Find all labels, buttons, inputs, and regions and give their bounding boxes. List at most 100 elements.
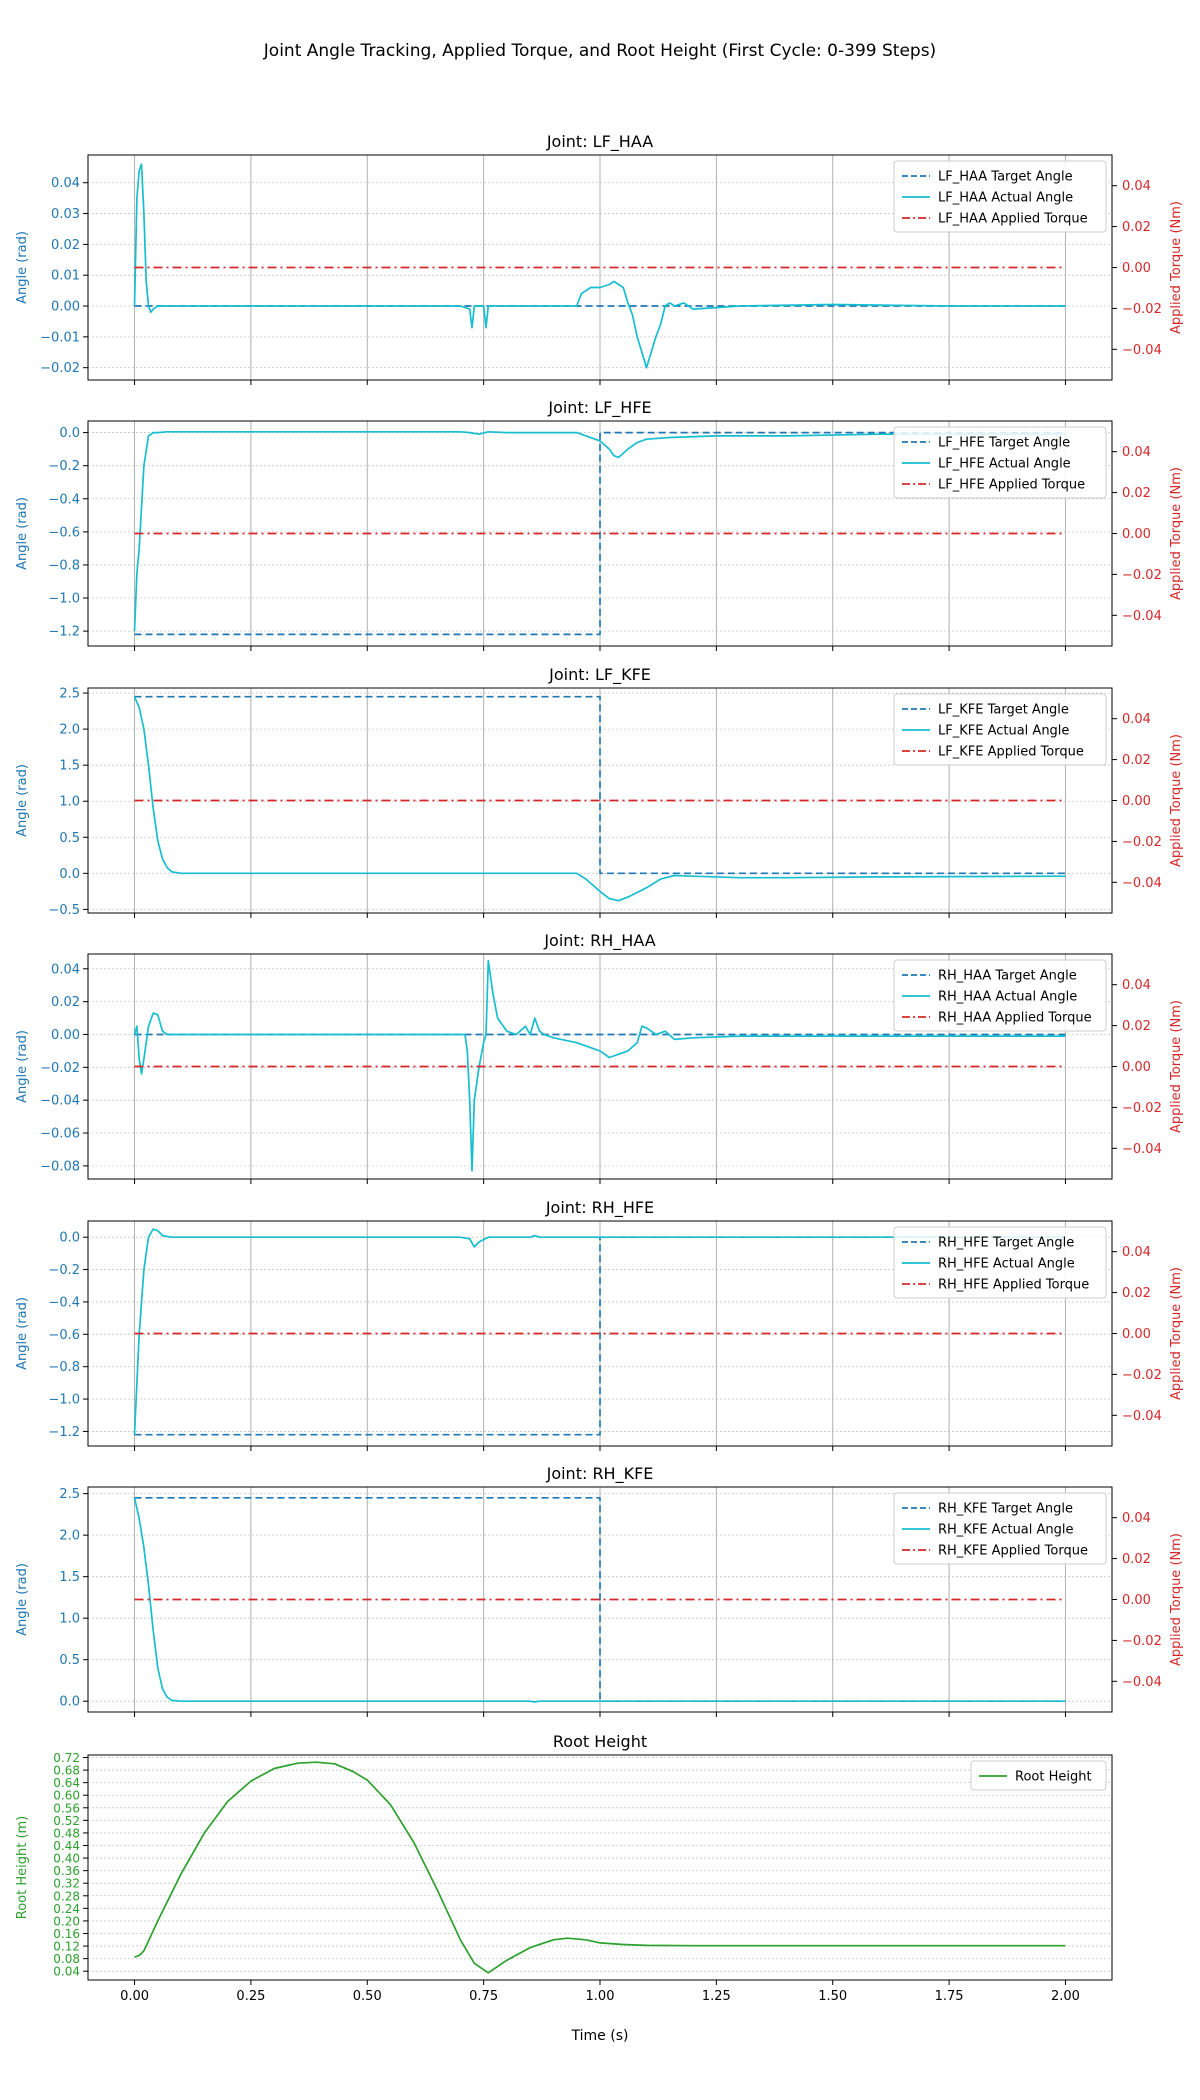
y-tick-label: 0.02 [51, 995, 80, 1010]
y-tick-label: −0.6 [48, 525, 80, 540]
y-tick-label: 2.0 [59, 723, 80, 738]
y2-tick-label: 0.02 [1122, 1019, 1151, 1034]
series-line [133, 959, 1066, 1172]
y-tick-label: 0.03 [51, 207, 80, 222]
y-tick-label: −1.0 [48, 592, 80, 607]
plot-area [133, 163, 1066, 369]
y2-axis-title: Applied Torque (Nm) [1169, 1533, 1184, 1666]
legend-label: LF_HFE Actual Angle [938, 457, 1071, 472]
legend-box [893, 959, 1107, 1032]
y-tick-label: −1.2 [48, 625, 80, 640]
y-tick-label: −0.4 [48, 1295, 80, 1310]
y2-tick-label: −0.04 [1122, 343, 1162, 358]
y-tick-label: −0.8 [48, 558, 80, 573]
y-axis-title: Angle (rad) [15, 231, 30, 304]
y-axis-title: Angle (rad) [15, 1563, 30, 1636]
y2-tick-label: −0.02 [1122, 1101, 1162, 1116]
y-axis-title: Angle (rad) [15, 497, 30, 570]
x-axis-label: Time (s) [571, 2028, 629, 2044]
legend-label: LF_KFE Actual Angle [938, 724, 1069, 739]
legend-label: RH_KFE Applied Torque [938, 1544, 1088, 1559]
legend: RH_HFE Target Angle RH_HFE Actual Angle RH… [893, 1226, 1107, 1299]
y-tick-label: 0.24 [53, 1902, 80, 1916]
y-tick-label: −0.04 [40, 1094, 80, 1109]
series-line [134, 431, 1066, 636]
panel-3: Joint: LF_KFE 2.5 2.0 1.5 1.0 0.5 0.0 −0.5 Angle… [15, 665, 1184, 918]
figure-title: Joint Angle Tracking, Applied Torque, an… [263, 41, 936, 61]
y-tick-label: −0.4 [48, 492, 80, 507]
y-tick-label: −1.0 [48, 1393, 80, 1408]
x-tick-label: 1.00 [586, 1989, 615, 2004]
x-tick-label: 0.50 [353, 1989, 382, 2004]
panel-2: Joint: LF_HFE 0.0 −0.2 −0.4 −0.6 −0.8 −1.0 −1.2… [15, 398, 1184, 651]
y-tick-label: 0.0 [59, 1695, 80, 1710]
legend: LF_HAA Target Angle LF_HAA Actual Angle LF… [893, 160, 1107, 233]
y-tick-label: 0.20 [53, 1914, 80, 1928]
legend-box [893, 693, 1107, 766]
y-tick-label: 1.0 [59, 1612, 80, 1627]
y-tick-label: 2.5 [59, 1487, 80, 1502]
y-tick-label: −0.02 [40, 1061, 80, 1076]
y-tick-label: 0.52 [53, 1814, 80, 1828]
y-tick-label: 1.0 [59, 795, 80, 810]
legend-label: LF_HAA Target Angle [938, 170, 1073, 185]
y-tick-label: 0.56 [53, 1801, 80, 1815]
y-tick-label: 0.60 [53, 1789, 80, 1803]
plot-area [133, 959, 1066, 1172]
y-tick-label: −0.8 [48, 1360, 80, 1375]
panel-title: Root Height [553, 1732, 647, 1751]
y2-tick-label: 0.02 [1122, 486, 1151, 501]
y2-tick-label: −0.02 [1122, 1634, 1162, 1649]
y-tick-label: 0.48 [53, 1826, 80, 1840]
y-tick-label: 2.5 [59, 687, 80, 702]
legend: Root Height [970, 1760, 1107, 1791]
y-tick-label: 0.12 [53, 1940, 80, 1954]
x-tick-label: 1.75 [935, 1989, 964, 2004]
y-tick-label: 0.64 [53, 1776, 80, 1790]
series-line [134, 1496, 1066, 1703]
y-axis-title: Root Height (m) [15, 1816, 30, 1920]
y-tick-label: −0.2 [48, 1263, 80, 1278]
y2-tick-label: 0.04 [1122, 1511, 1151, 1526]
y-axis-title: Angle (rad) [15, 764, 30, 837]
plot-area [134, 1761, 1066, 1974]
y-tick-label: 0.04 [51, 176, 80, 191]
y2-tick-label: −0.04 [1122, 876, 1162, 891]
panel-title: Joint: RH_HFE [545, 1198, 654, 1218]
legend-label: RH_KFE Actual Angle [938, 1523, 1074, 1538]
y-tick-label: 0.5 [59, 831, 80, 846]
x-tick-label: 1.25 [702, 1989, 731, 2004]
y-tick-label: 0.0 [59, 426, 80, 441]
panel-7: Root Height 0.00 0.25 0.50 0.75 1.00 1.25 1.50 1… [15, 1732, 1113, 2004]
y-tick-label: −0.5 [48, 903, 80, 918]
y2-tick-label: 0.04 [1122, 1245, 1151, 1260]
y2-tick-label: −0.02 [1122, 302, 1162, 317]
y-tick-label: 0.68 [53, 1764, 80, 1778]
y2-tick-label: 0.00 [1122, 527, 1151, 542]
legend-label: LF_KFE Target Angle [938, 703, 1069, 718]
y-tick-label: 0.04 [51, 962, 80, 977]
legend-label: LF_HFE Target Angle [938, 436, 1070, 451]
panel-title: Joint: LF_HFE [547, 398, 651, 418]
legend: RH_KFE Target Angle RH_KFE Actual Angle RH… [893, 1492, 1107, 1565]
y-axis-title: Angle (rad) [15, 1297, 30, 1370]
y2-axis-title: Applied Torque (Nm) [1169, 201, 1184, 334]
y2-tick-label: −0.02 [1122, 1368, 1162, 1383]
y-tick-label: 0.44 [53, 1839, 80, 1853]
panel-title: Joint: RH_HAA [543, 931, 655, 951]
legend-box [893, 426, 1107, 499]
y2-tick-label: 0.02 [1122, 1552, 1151, 1567]
y-tick-label: 0.72 [53, 1751, 80, 1765]
y-tick-label: 0.00 [51, 1028, 80, 1043]
y-tick-label: 2.0 [59, 1529, 80, 1544]
y2-tick-label: 0.02 [1122, 1286, 1151, 1301]
legend-label: RH_HAA Target Angle [938, 969, 1077, 984]
y-tick-label: 1.5 [59, 759, 80, 774]
plot-area [133, 430, 1066, 636]
legend-label: LF_HAA Actual Angle [938, 191, 1073, 206]
x-tick-label: 0.00 [120, 1989, 149, 2004]
series-line [133, 1228, 1066, 1435]
y2-tick-label: 0.02 [1122, 753, 1151, 768]
y2-tick-label: 0.04 [1122, 179, 1151, 194]
